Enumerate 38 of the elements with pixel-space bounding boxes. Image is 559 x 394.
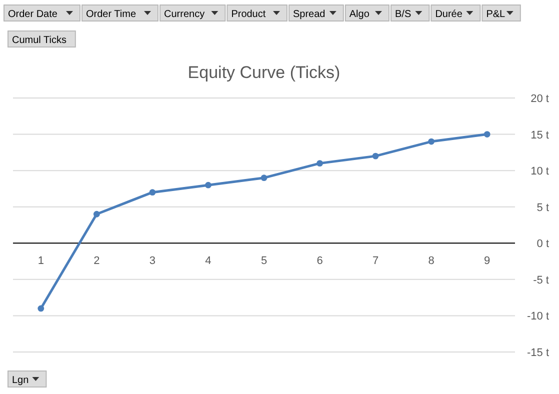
y-tick-label: -5 t <box>533 274 549 286</box>
text: Product <box>231 9 266 20</box>
x-tick-label: 6 <box>316 255 323 268</box>
text: P&L <box>486 9 506 20</box>
text: Spread <box>293 9 326 20</box>
point <box>38 305 44 312</box>
y-tick-label: -15 t <box>526 347 549 359</box>
y-tick-label: 10 t <box>530 166 549 178</box>
y-tick-label: -10 t <box>526 310 549 323</box>
point <box>149 189 156 196</box>
point <box>316 160 323 167</box>
point <box>260 174 268 182</box>
y-tick-label: 0 t <box>536 238 549 250</box>
text: Cumul Ticks <box>12 35 66 46</box>
x-tick-label: 8 <box>428 255 434 268</box>
text: Algo <box>349 9 370 20</box>
x-tick-label: 9 <box>484 255 490 268</box>
x-tick-label: 5 <box>260 255 268 268</box>
point <box>372 152 379 160</box>
x-tick-label: 2 <box>94 255 100 268</box>
point <box>428 138 435 145</box>
x-tick-label: 7 <box>372 255 379 268</box>
y-tick-label: 5 t <box>536 202 549 214</box>
x-tick-label: 4 <box>205 255 212 268</box>
text: Order Time <box>86 9 136 20</box>
point <box>205 182 212 188</box>
text: Lgn <box>12 375 29 386</box>
text: Durée <box>435 9 463 20</box>
point <box>484 131 490 138</box>
text: B/S <box>395 9 412 20</box>
y-tick-label: 15 t <box>530 129 549 142</box>
x-tick-label: 1 <box>38 255 44 268</box>
text: Order Date <box>8 9 58 20</box>
text: Currency <box>164 9 205 20</box>
x-tick-label: 3 <box>149 255 156 268</box>
y-tick-label: 20 t <box>530 93 549 105</box>
point <box>93 210 100 218</box>
chart-title: Equity Curve (Ticks) <box>188 63 340 82</box>
